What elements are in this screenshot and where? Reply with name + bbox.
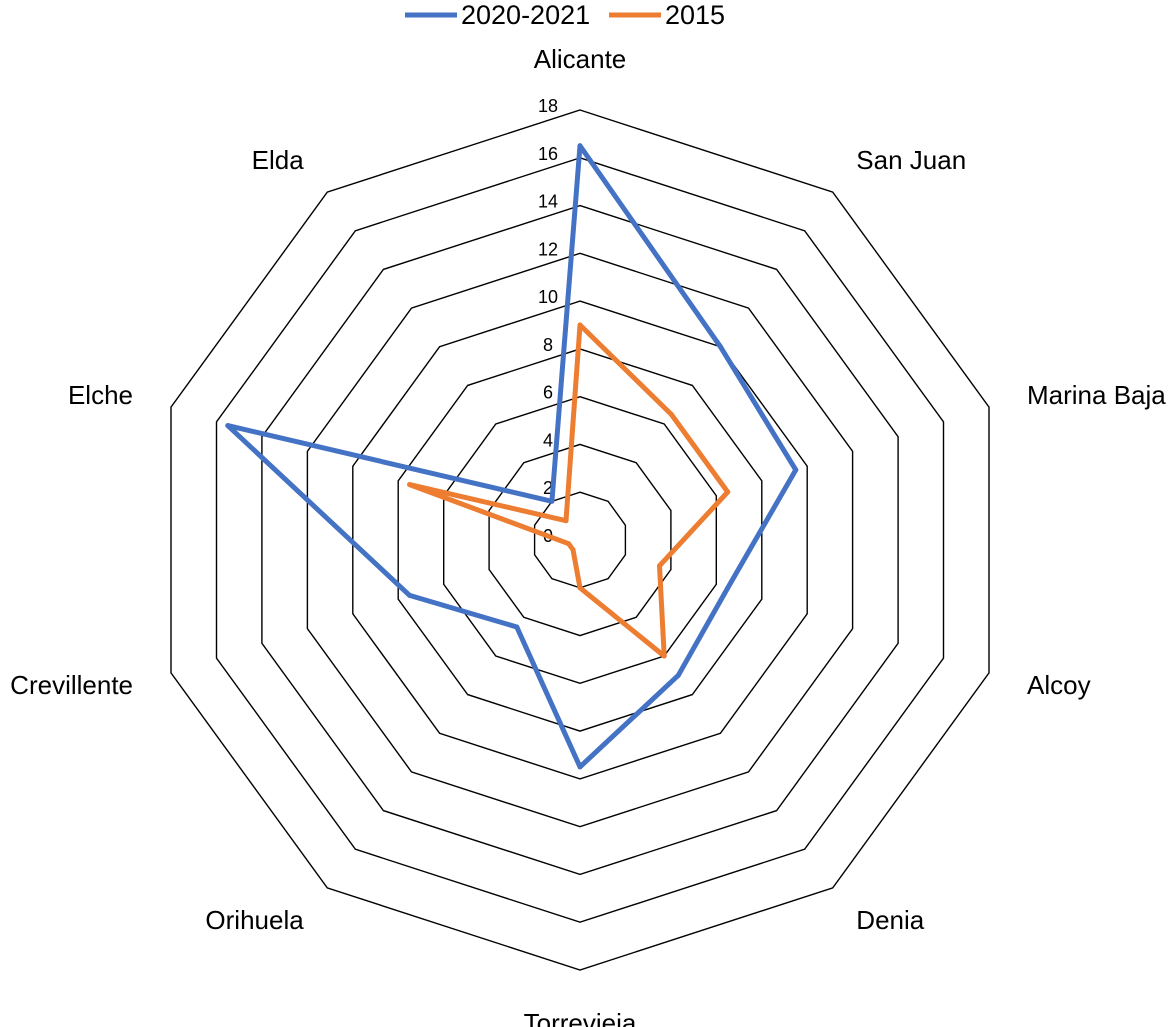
category-label: Alcoy xyxy=(1027,670,1091,700)
data-point xyxy=(577,764,583,770)
legend-label: 2015 xyxy=(665,0,725,30)
r-tick-label: 16 xyxy=(538,144,558,164)
category-label: Elche xyxy=(68,380,133,410)
data-point xyxy=(675,672,681,678)
data-point xyxy=(577,143,583,149)
legend-label: 2020-2021 xyxy=(461,0,590,30)
series-line-a xyxy=(225,143,799,770)
r-tick-label: 6 xyxy=(543,383,553,403)
data-point xyxy=(725,585,731,591)
grid-ring-8 xyxy=(397,348,763,732)
r-tick-label: 8 xyxy=(543,335,553,355)
data-point xyxy=(577,322,583,328)
r-tick-label: 14 xyxy=(538,192,558,212)
grid-ring-16 xyxy=(215,157,945,923)
data-point xyxy=(657,563,662,569)
series-line-b xyxy=(407,322,731,659)
data-point xyxy=(793,467,799,473)
data-point xyxy=(577,585,583,591)
legend: 2020-2021 2015 xyxy=(405,0,725,30)
r-tick-label: 4 xyxy=(543,430,553,450)
data-point xyxy=(407,592,413,598)
grid-ring-12 xyxy=(306,252,854,828)
radar-grid xyxy=(170,109,990,971)
category-label: San Juan xyxy=(856,145,966,175)
data-point xyxy=(514,624,520,630)
data-point xyxy=(566,541,572,547)
r-tick-label: 2 xyxy=(543,478,553,498)
category-label: Marina Baja xyxy=(1027,380,1166,410)
data-point xyxy=(549,498,555,504)
category-label: Denia xyxy=(856,905,924,935)
category-label: Alicante xyxy=(534,44,627,74)
grid-ring-10 xyxy=(352,300,808,780)
category-label: Elda xyxy=(252,145,305,175)
r-tick-label: 18 xyxy=(538,96,558,116)
data-point xyxy=(570,547,576,553)
r-tick-label: 10 xyxy=(538,287,558,307)
category-labels: Alicante San Juan Marina Baja Alcoy Denia Tor… xyxy=(10,44,1166,1027)
grid-ring-18 xyxy=(170,109,990,971)
r-tick-label: 12 xyxy=(538,239,558,259)
data-point xyxy=(563,518,569,524)
category-label: Torrevieja xyxy=(524,1008,637,1027)
grid-ring-4 xyxy=(488,443,672,637)
category-label: Crevillente xyxy=(10,670,133,700)
series-group xyxy=(225,143,799,770)
data-point xyxy=(407,482,413,488)
data-point xyxy=(725,489,731,495)
grid-ring-6 xyxy=(443,395,717,685)
data-point xyxy=(668,411,674,417)
grid-ring-14 xyxy=(261,204,899,876)
data-point xyxy=(717,344,723,350)
data-point xyxy=(225,423,231,429)
category-label: Orihuela xyxy=(205,905,304,935)
data-point xyxy=(661,653,667,659)
